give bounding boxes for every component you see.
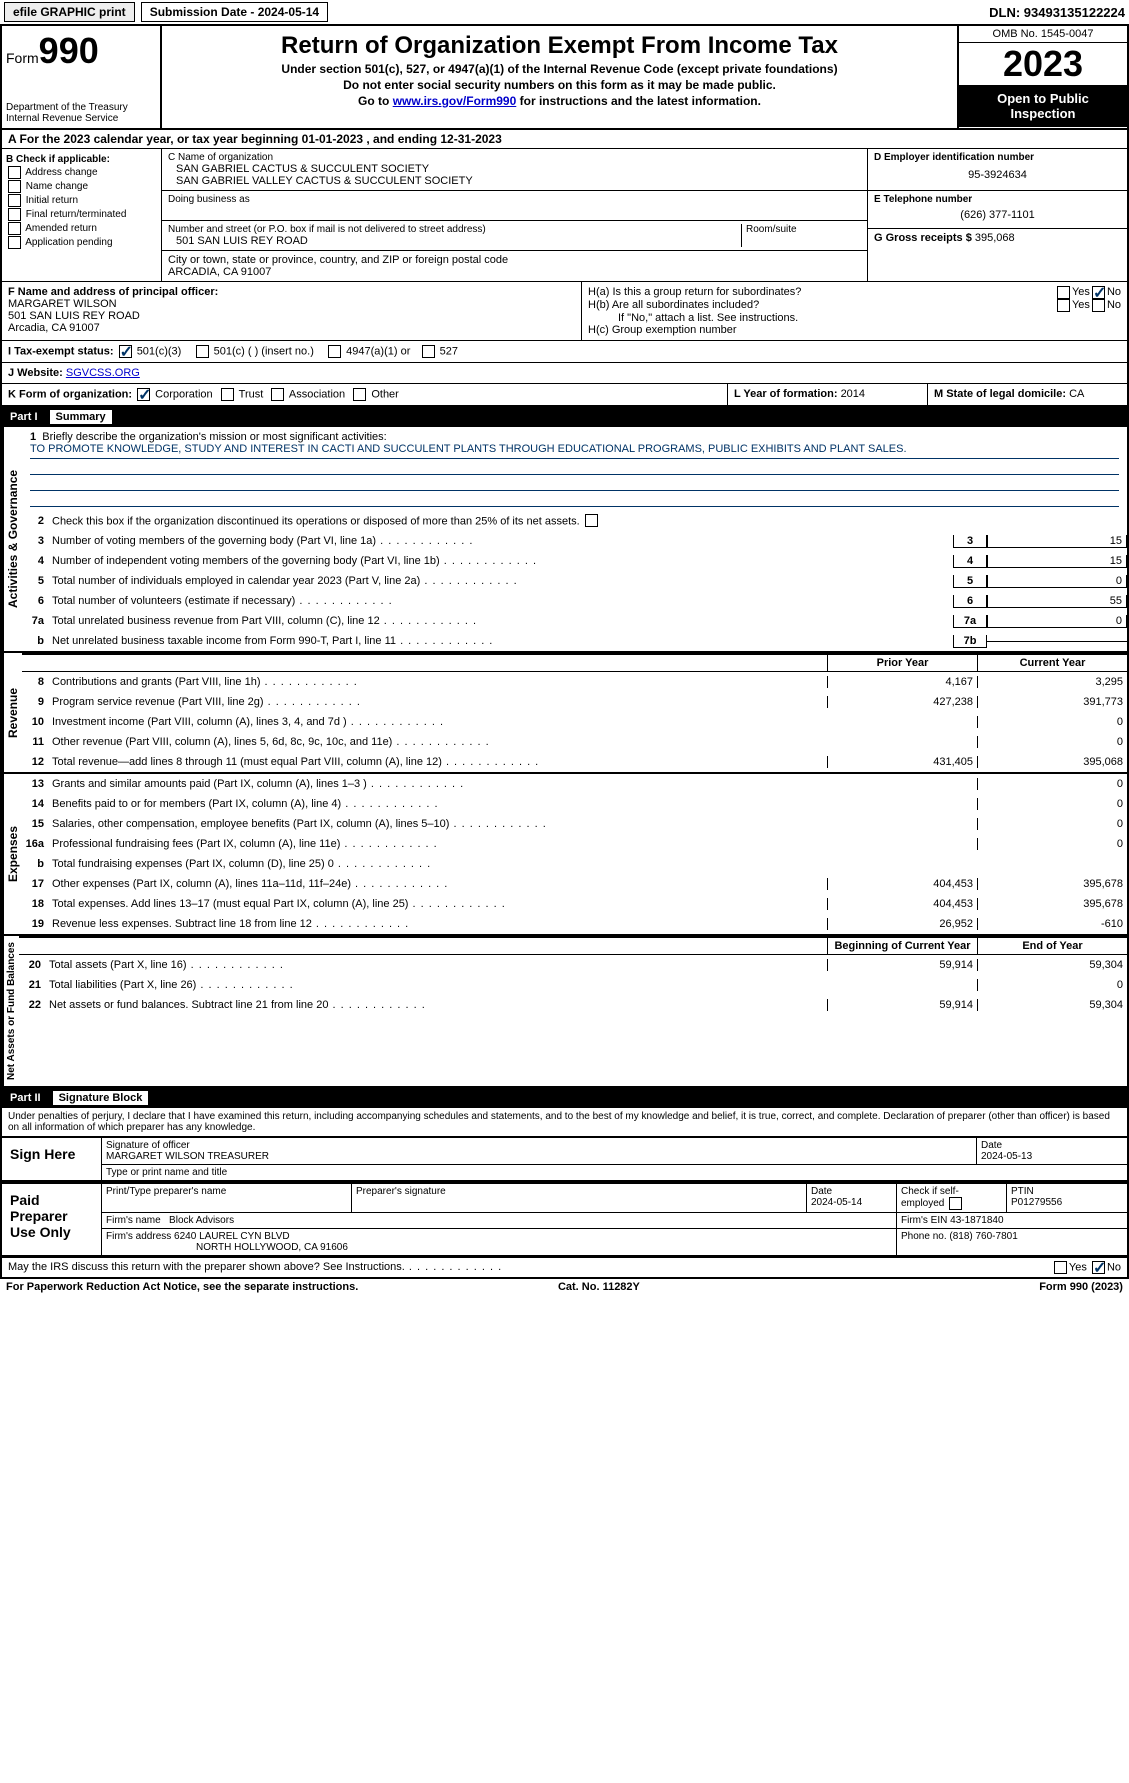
checkbox-discontinued[interactable] [585, 514, 598, 527]
checkbox-final-return[interactable] [8, 208, 21, 221]
row-i-j: I Tax-exempt status: 501(c)(3) 501(c) ( … [2, 341, 1127, 384]
boxes-d-e-g: D Employer identification number95-39246… [867, 149, 1127, 281]
summary-line: bTotal fundraising expenses (Part IX, co… [22, 854, 1127, 874]
summary-line: 5Total number of individuals employed in… [22, 571, 1127, 591]
tax-year: 2023 [959, 43, 1127, 85]
row-k-l-m: K Form of organization: Corporation Trus… [2, 384, 1127, 407]
summary-line: 11Other revenue (Part VIII, column (A), … [22, 732, 1127, 752]
checkbox-amended[interactable] [8, 222, 21, 235]
row-a-tax-year: A For the 2023 calendar year, or tax yea… [2, 130, 1127, 149]
checkbox-address-change[interactable] [8, 166, 21, 179]
part-2-header: Part II Signature Block [2, 1088, 1127, 1108]
inspection-notice: Open to Public Inspection [959, 85, 1127, 127]
summary-line: 17Other expenses (Part IX, column (A), l… [22, 874, 1127, 894]
discuss-row: May the IRS discuss this return with the… [2, 1257, 1127, 1277]
efile-button[interactable]: efile GRAPHIC print [4, 2, 135, 22]
form-title: Return of Organization Exempt From Incom… [172, 32, 947, 60]
checkbox-501c3[interactable] [119, 345, 132, 358]
summary-line: 15Salaries, other compensation, employee… [22, 814, 1127, 834]
summary-line: 6Total number of volunteers (estimate if… [22, 591, 1127, 611]
checkbox-ha-no[interactable] [1092, 286, 1105, 299]
form-word: Form [6, 50, 39, 66]
checkbox-4947[interactable] [328, 345, 341, 358]
checkbox-discuss-no[interactable] [1092, 1261, 1105, 1274]
checkbox-initial-return[interactable] [8, 194, 21, 207]
box-c: C Name of organization SAN GABRIEL CACTU… [162, 149, 867, 281]
dln: DLN: 93493135122224 [989, 5, 1125, 20]
activities-governance: Activities & Governance 1 Briefly descri… [2, 427, 1127, 653]
summary-line: 13Grants and similar amounts paid (Part … [22, 774, 1127, 794]
section-b-through-g: B Check if applicable: Address change Na… [2, 149, 1127, 282]
summary-line: 8Contributions and grants (Part VIII, li… [22, 672, 1127, 692]
top-bar: efile GRAPHIC print Submission Date - 20… [0, 0, 1129, 24]
omb-number: OMB No. 1545-0047 [959, 26, 1127, 43]
page-footer: For Paperwork Reduction Act Notice, see … [0, 1279, 1129, 1295]
checkbox-ha-yes[interactable] [1057, 286, 1070, 299]
checkbox-self-employed[interactable] [949, 1197, 962, 1210]
summary-line: 14Benefits paid to or for members (Part … [22, 794, 1127, 814]
form-number: 990 [39, 30, 99, 71]
submission-date: Submission Date - 2024-05-14 [141, 2, 328, 22]
checkbox-discuss-yes[interactable] [1054, 1261, 1067, 1274]
expenses-section: Expenses 13Grants and similar amounts pa… [2, 774, 1127, 936]
subtitle-2: Do not enter social security numbers on … [172, 78, 947, 92]
checkbox-hb-no[interactable] [1092, 299, 1105, 312]
summary-line: 18Total expenses. Add lines 13–17 (must … [22, 894, 1127, 914]
form-container: Form990 Department of the Treasury Inter… [0, 24, 1129, 1279]
summary-line: 12Total revenue—add lines 8 through 11 (… [22, 752, 1127, 772]
website-link[interactable]: SGVCSS.ORG [66, 367, 140, 379]
summary-line: 19Revenue less expenses. Subtract line 1… [22, 914, 1127, 934]
summary-line: bNet unrelated business taxable income f… [22, 631, 1127, 651]
revenue-section: Revenue Prior YearCurrent Year 8Contribu… [2, 653, 1127, 774]
paid-preparer-section: Paid Preparer Use Only Print/Type prepar… [2, 1182, 1127, 1257]
mission-text: TO PROMOTE KNOWLEDGE, STUDY AND INTEREST… [30, 443, 1119, 459]
summary-line: 9Program service revenue (Part VIII, lin… [22, 692, 1127, 712]
checkbox-assoc[interactable] [271, 388, 284, 401]
perjury-declaration: Under penalties of perjury, I declare th… [2, 1108, 1127, 1136]
summary-line: 3Number of voting members of the governi… [22, 531, 1127, 551]
summary-line: 16aProfessional fundraising fees (Part I… [22, 834, 1127, 854]
net-assets-section: Net Assets or Fund Balances Beginning of… [2, 936, 1127, 1088]
irs-link[interactable]: www.irs.gov/Form990 [393, 94, 517, 108]
sign-here-section: Sign Here Signature of officerMARGARET W… [2, 1136, 1127, 1182]
checkbox-other[interactable] [353, 388, 366, 401]
dept-label: Department of the Treasury Internal Reve… [6, 102, 156, 124]
checkbox-hb-yes[interactable] [1057, 299, 1070, 312]
checkbox-501c[interactable] [196, 345, 209, 358]
summary-line: 4Number of independent voting members of… [22, 551, 1127, 571]
checkbox-trust[interactable] [221, 388, 234, 401]
summary-line: 22Net assets or fund balances. Subtract … [19, 995, 1127, 1015]
summary-line: 21Total liabilities (Part X, line 26)0 [19, 975, 1127, 995]
part-1-header: Part I Summary [2, 407, 1127, 427]
checkbox-527[interactable] [422, 345, 435, 358]
subtitle-1: Under section 501(c), 527, or 4947(a)(1)… [172, 62, 947, 76]
checkbox-corp[interactable] [137, 388, 150, 401]
checkbox-name-change[interactable] [8, 180, 21, 193]
summary-line: 20Total assets (Part X, line 16)59,91459… [19, 955, 1127, 975]
summary-line: 7aTotal unrelated business revenue from … [22, 611, 1127, 631]
form-header: Form990 Department of the Treasury Inter… [2, 26, 1127, 130]
checkbox-app-pending[interactable] [8, 236, 21, 249]
summary-line: 10Investment income (Part VIII, column (… [22, 712, 1127, 732]
row-f-h: F Name and address of principal officer:… [2, 282, 1127, 341]
box-b: B Check if applicable: Address change Na… [2, 149, 162, 281]
subtitle-3: Go to www.irs.gov/Form990 for instructio… [172, 94, 947, 108]
